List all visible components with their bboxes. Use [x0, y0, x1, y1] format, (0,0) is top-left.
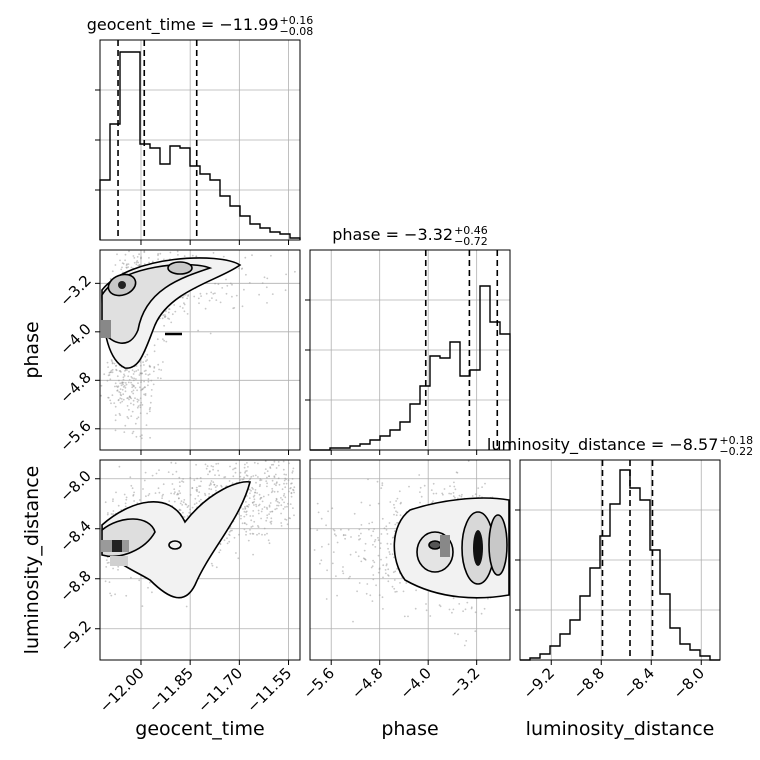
y-tick-label: −4.8: [56, 368, 94, 406]
title-minus: −0.08: [280, 25, 314, 38]
x-tick-label: −11.70: [194, 664, 246, 716]
x-tick-label: −8.0: [670, 664, 708, 702]
density-contour: [428, 540, 442, 550]
density-contour: [101, 480, 251, 599]
y-tick-label: −8.4: [56, 517, 94, 555]
x-tick-label: −8.4: [620, 664, 658, 702]
panel-title-geocent_time: geocent_time = −11.99 +0.16−0.08: [87, 14, 314, 38]
panel-frame: [99, 39, 301, 241]
x-tick-label: −11.85: [145, 664, 197, 716]
density-contour: [168, 540, 182, 550]
panel-frame: [309, 249, 511, 451]
contours: [101, 480, 251, 599]
y-axis-label-phase: phase: [21, 321, 43, 378]
title-plus: +0.16: [280, 14, 314, 27]
x-axis-label-luminosity_distance: luminosity_distance: [526, 718, 715, 740]
density-cell: [440, 535, 450, 557]
title-main: luminosity_distance = −8.57: [487, 435, 718, 455]
scatter-panel-luminosity_distance-vs-geocent_time: [95, 459, 301, 665]
histogram-geocent_time: [99, 51, 301, 240]
scatter-panel-phase-vs-geocent_time: [95, 249, 301, 455]
x-tick-label: −12.00: [96, 664, 148, 716]
y-tick-label: −9.2: [56, 617, 94, 655]
title-minus: −0.72: [454, 235, 488, 248]
y-tick-label: −8.0: [56, 467, 94, 505]
title-main: phase = −3.32: [332, 225, 453, 244]
histogram-panel-luminosity_distance: [515, 459, 721, 665]
scatter-panel-luminosity_distance-vs-phase: [309, 459, 511, 665]
y-axis-label-luminosity_distance: luminosity_distance: [21, 466, 43, 655]
panel-title-phase: phase = −3.32 +0.46−0.72: [332, 224, 488, 248]
x-tick-label: −4.8: [348, 664, 386, 702]
y-tick-label: −3.2: [56, 271, 94, 309]
contours: [393, 497, 510, 599]
density-cell: [101, 320, 111, 338]
x-tick-label: −8.8: [570, 664, 608, 702]
density-contour: [118, 281, 126, 289]
histogram-panel-geocent_time: [95, 39, 301, 245]
title-plus: +0.18: [719, 434, 753, 447]
title-minus: −0.22: [719, 445, 753, 458]
density-cell: [112, 540, 122, 552]
title-plus: +0.46: [454, 224, 488, 237]
contours: [101, 257, 242, 369]
y-tick-label: −8.8: [56, 567, 94, 605]
x-axis-label-geocent_time: geocent_time: [135, 718, 264, 740]
histogram-luminosity_distance: [520, 469, 720, 661]
y-tick-label: −4.0: [56, 320, 94, 358]
x-tick-label: −3.2: [445, 664, 483, 702]
x-tick-label: −9.2: [520, 664, 558, 702]
title-main: geocent_time = −11.99: [87, 15, 279, 35]
density-contour: [473, 530, 483, 566]
histogram-phase: [310, 285, 511, 451]
histogram-panel-phase: [305, 249, 511, 455]
panel-frame: [519, 459, 721, 661]
x-tick-label: −11.55: [243, 664, 295, 716]
density-contour: [167, 261, 193, 275]
panel-frame: [99, 459, 301, 661]
x-axis-label-phase: phase: [381, 718, 438, 740]
density-contour: [488, 514, 508, 576]
panel-title-luminosity_distance: luminosity_distance = −8.57 +0.18−0.22: [487, 434, 753, 458]
panel-frame: [309, 459, 511, 661]
density-cell: [110, 556, 128, 566]
x-tick-label: −4.0: [397, 664, 435, 702]
y-tick-label: −5.6: [56, 417, 94, 455]
x-tick-label: −5.6: [300, 664, 338, 702]
panel-frame: [99, 249, 301, 451]
